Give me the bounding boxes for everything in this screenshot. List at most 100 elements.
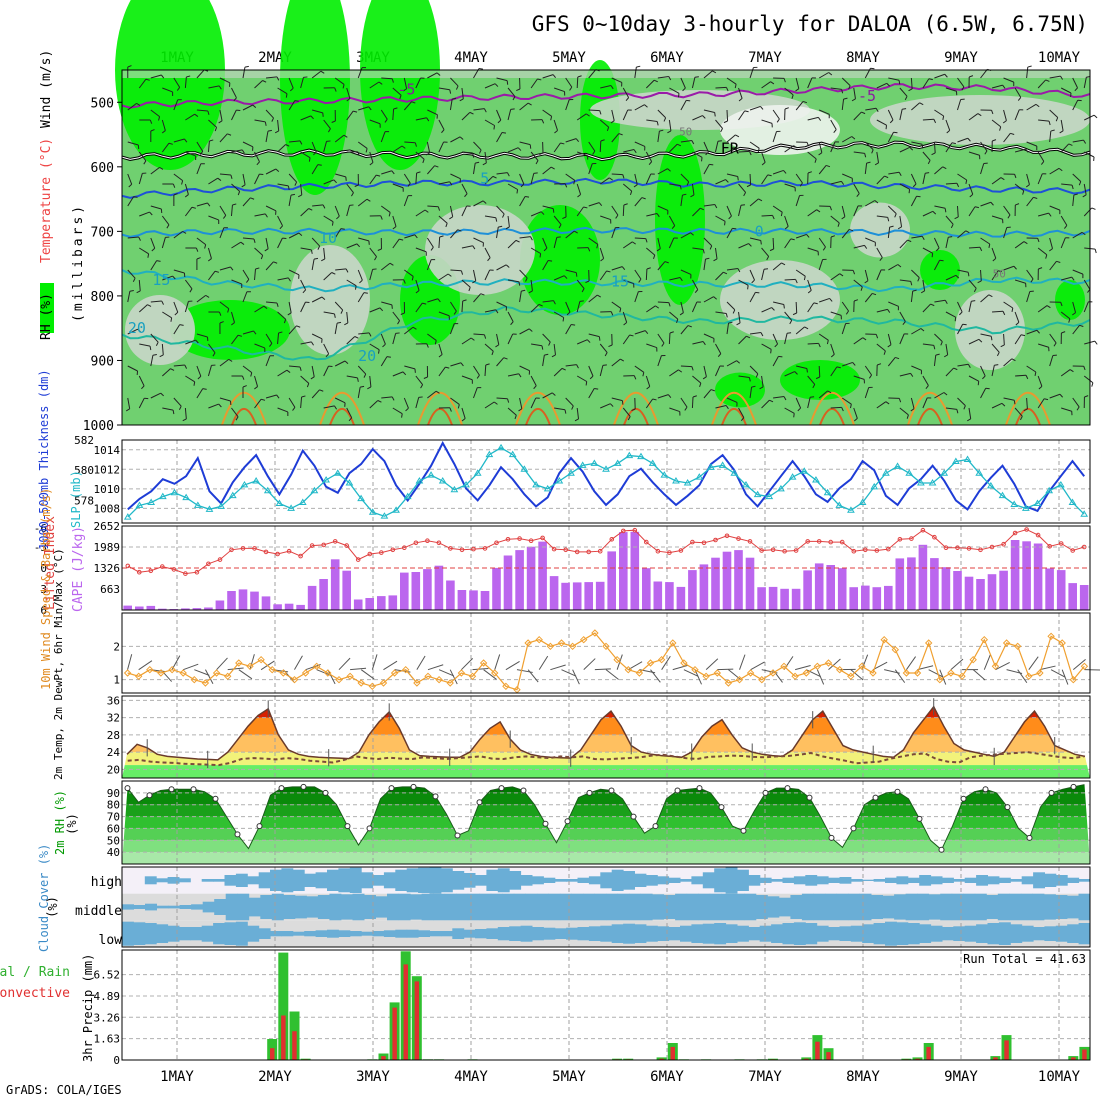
wind-barb-flag [447, 273, 452, 277]
wind-barb-flag [524, 195, 530, 198]
rh-point [190, 786, 197, 793]
cloud-bar-middle [364, 895, 376, 919]
wind-barb-flag [1014, 174, 1017, 179]
wind-barb [450, 136, 461, 143]
wind-barb [311, 141, 317, 153]
cloud-bar-high [532, 876, 544, 885]
wind-barb [588, 388, 595, 399]
rh-point [234, 831, 241, 838]
precip-convective-bar [804, 1058, 809, 1060]
wind-barb [1072, 325, 1080, 335]
x-tick-label-bottom: 9MAY [944, 1069, 978, 1085]
wind-barb [761, 375, 764, 387]
wind-barb-flag [921, 144, 924, 149]
wind-barb [657, 168, 668, 175]
wind-barb [933, 237, 940, 249]
cape-bar [250, 591, 259, 610]
wind-speed-point [557, 639, 566, 647]
wind-barb [323, 179, 335, 185]
lifted-index-point [886, 546, 891, 552]
wind-barb-flag [476, 374, 480, 379]
wind-barb-10m [583, 658, 596, 671]
lifted-index-tick-label: 3 [40, 583, 47, 596]
wind-barb [346, 407, 353, 419]
wind-barb-flag [468, 287, 471, 292]
wind-barb [496, 205, 505, 215]
wind-barb [911, 269, 920, 279]
wind-barb-flag [597, 294, 601, 298]
wind-barb [138, 304, 148, 313]
rh-point [652, 823, 659, 830]
wind-barb-flag [340, 309, 344, 314]
wind-barb [438, 236, 441, 249]
wind-barb [646, 343, 657, 349]
wind-barb-flag [397, 320, 401, 325]
wind-barb-flag [172, 275, 176, 280]
lifted-index-point [551, 546, 557, 552]
wind-barb [957, 324, 964, 335]
wind-barb [334, 134, 345, 143]
cape-tick-label: 2652 [94, 520, 121, 533]
wind-barb [657, 394, 669, 399]
wind-barb [922, 173, 926, 185]
wind-barb-10m [705, 658, 719, 671]
wind-barb-flag [725, 179, 729, 183]
lifted-index-point [148, 568, 154, 574]
wind-barb [957, 173, 967, 181]
wind-barb [807, 151, 817, 160]
wind-barb-flag [194, 113, 199, 117]
rh-contour-region [115, 0, 225, 170]
cloud-bar-low [1010, 924, 1023, 943]
wind-barb-flag [910, 281, 913, 286]
rh-point [212, 795, 219, 802]
wind-speed-point [1069, 675, 1078, 684]
wind-barb [645, 151, 653, 162]
wind-barb-flag [1082, 194, 1087, 198]
slp-label: SLP (mb) [69, 470, 83, 528]
wind-barb-flag [920, 290, 925, 294]
cloud-bar-high [919, 875, 932, 886]
cloud-bar-middle [525, 893, 538, 921]
slp-point [951, 457, 960, 464]
wind-barb [680, 232, 691, 239]
wind-barb [888, 264, 899, 271]
wind-barb-10m [505, 660, 520, 671]
wind-barb-flag [136, 102, 141, 106]
temp-panel-label: 2m Temp, 2m DewPt, 6hr Min/Max (°C) [52, 548, 65, 780]
cloud-bar-low [759, 925, 772, 942]
cloud-bar-middle [1055, 895, 1068, 919]
cloud-bar-high [315, 872, 328, 889]
wind-barb [334, 205, 340, 217]
wind-speed-point [835, 665, 844, 674]
precip-tick-label: 4.89 [94, 990, 121, 1003]
wind-speed-point [969, 655, 977, 664]
wind-barb-flag [725, 313, 728, 318]
lifted-index-point [863, 547, 868, 553]
wind-barb-flag [592, 150, 596, 155]
wind-barb [288, 325, 297, 335]
wind-speed-point [735, 675, 744, 684]
cloud-bar-low [190, 927, 203, 941]
wind-barb [346, 336, 356, 345]
cloud-bar-low [1044, 926, 1057, 941]
cape-bar [561, 582, 570, 610]
cloud-bar-low [714, 923, 727, 945]
wind-barb [634, 141, 646, 147]
wind-barb [472, 269, 477, 281]
wind-barb [784, 238, 792, 249]
cloud-bar-middle [122, 904, 134, 910]
wind-barb [634, 173, 638, 185]
cloud-bar-high [463, 873, 476, 888]
wind-speed-point [368, 682, 377, 691]
lifted-index-point [171, 567, 177, 572]
lifted-index-tick-label: -6 [34, 522, 47, 535]
wind-barb [265, 109, 274, 119]
wind-barb [242, 365, 253, 374]
cape-bar [837, 568, 847, 610]
wind-speed-point [991, 662, 1000, 671]
temperature-tick-label: 20 [107, 763, 120, 776]
cloud-bar-middle [271, 893, 284, 921]
lifted-index-tick-label: -3 [34, 541, 47, 554]
wind-barb [818, 333, 829, 341]
lifted-index-point [240, 546, 246, 551]
